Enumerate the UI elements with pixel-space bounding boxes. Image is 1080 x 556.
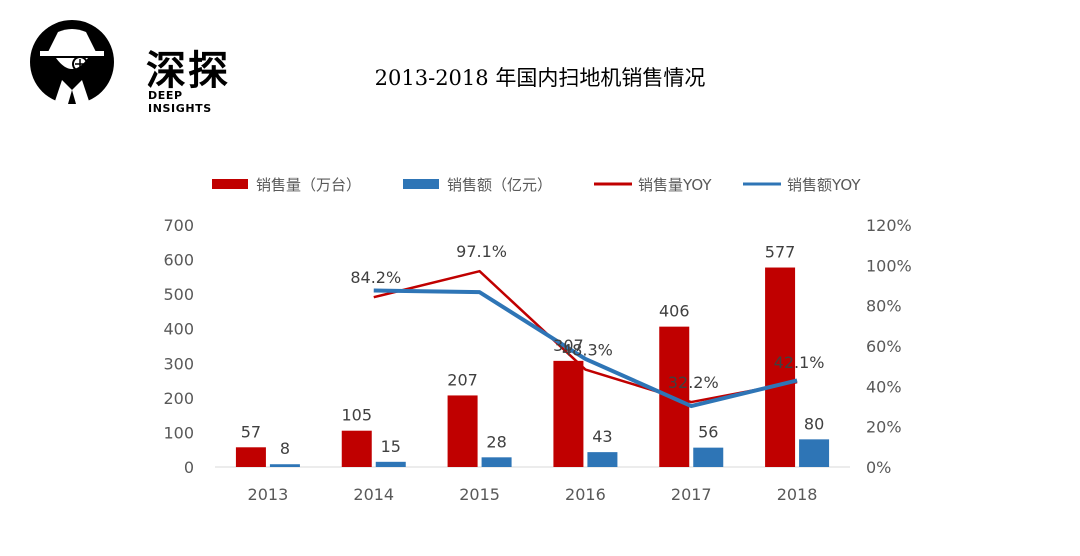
legend-swatch <box>403 179 439 189</box>
volume-yoy-label: 42.1% <box>774 353 825 372</box>
revenue-bar-label: 28 <box>486 432 506 451</box>
data-labels-layer: 57 105 207 307 406 577 8 15 28 43 56 80 84.2% 97.1% 48… <box>241 242 825 458</box>
brand-name: 深探 <box>146 48 230 94</box>
right-axis-tick: 100% <box>866 256 912 275</box>
volume-bar <box>553 360 584 467</box>
left-axis-tick: 500 <box>163 285 194 304</box>
left-axis-tick: 100 <box>163 423 194 442</box>
revenue-bar-label: 43 <box>592 427 612 446</box>
revenue-bar <box>587 452 618 467</box>
legend-label: 销售额YOY <box>787 176 861 194</box>
right-axis-tick: 80% <box>866 297 902 316</box>
volume-bar-label: 207 <box>447 370 478 389</box>
legend-label: 销售额（亿元） <box>447 176 552 194</box>
revenue-bar <box>375 461 406 467</box>
volume-yoy-label: 32.2% <box>668 373 719 392</box>
volume-bar-label: 105 <box>341 406 372 425</box>
volume-yoy-label: 84.2% <box>350 268 401 287</box>
revenue-bar-label: 15 <box>381 437 401 456</box>
chart-legend: 销售量（万台） 销售额（亿元） 销售量YOY 销售额YOY <box>212 176 861 194</box>
revenue-bar <box>799 439 830 467</box>
brand-subtitle: DEEP INSIGHTS <box>148 89 212 115</box>
x-axis: 2013 2014 2015 2016 2017 2018 <box>215 466 850 504</box>
volume-bar <box>447 395 478 467</box>
revenue-bar-label: 80 <box>804 414 824 433</box>
detective-logo-icon <box>30 20 114 104</box>
left-axis-tick: 0 <box>184 458 194 477</box>
left-axis-tick: 200 <box>163 389 194 408</box>
x-axis-tick: 2013 <box>248 485 289 504</box>
volume-bar <box>235 447 266 467</box>
revenue-bar <box>693 447 724 467</box>
chart-title: 2013-2018 年国内扫地机销售情况 <box>374 66 706 90</box>
revenue-bar <box>269 464 300 467</box>
volume-yoy-label: 97.1% <box>456 242 507 261</box>
volume-bar-label: 577 <box>765 243 796 262</box>
left-axis-tick: 400 <box>163 320 194 339</box>
left-axis-tick: 600 <box>163 251 194 270</box>
right-axis-tick: 40% <box>866 377 902 396</box>
left-axis-tick: 300 <box>163 354 194 373</box>
legend-swatch <box>212 179 248 189</box>
x-axis-tick: 2014 <box>353 485 394 504</box>
x-axis-tick: 2015 <box>459 485 500 504</box>
volume-yoy-label: 48.3% <box>562 341 613 360</box>
brand-logo: 深探 DEEP INSIGHTS <box>28 18 238 115</box>
revenue-bar-label: 8 <box>280 439 290 458</box>
volume-bar <box>765 267 796 467</box>
right-axis-tick: 120% <box>866 216 912 235</box>
left-y-axis: 0 100 200 300 400 500 600 700 <box>163 216 194 477</box>
right-y-axis: 0% 20% 40% 60% 80% 100% 120% <box>866 216 912 477</box>
left-axis-tick: 700 <box>163 216 194 235</box>
volume-bar-label: 406 <box>659 302 690 321</box>
x-axis-tick: 2016 <box>565 485 606 504</box>
legend-label: 销售量（万台） <box>256 176 361 194</box>
volume-yoy-line <box>373 269 798 404</box>
right-axis-tick: 0% <box>866 458 891 477</box>
right-axis-tick: 20% <box>866 418 902 437</box>
x-axis-tick: 2017 <box>671 485 712 504</box>
bars-layer <box>235 267 830 467</box>
volume-bar-label: 57 <box>241 422 261 441</box>
revenue-bar <box>481 457 512 467</box>
lines-layer <box>373 269 798 409</box>
right-axis-tick: 60% <box>866 337 902 356</box>
revenue-yoy-line <box>373 288 798 409</box>
revenue-bar-label: 56 <box>698 423 718 442</box>
volume-bar <box>341 430 372 467</box>
volume-bar-label: 307 <box>553 336 584 355</box>
x-axis-tick: 2018 <box>777 485 818 504</box>
legend-label: 销售量YOY <box>638 176 712 194</box>
